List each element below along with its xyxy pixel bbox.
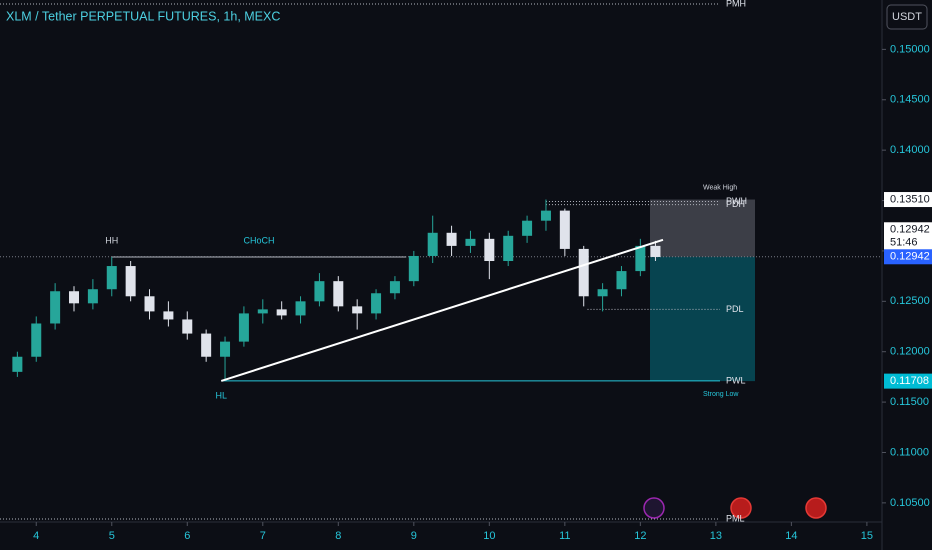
candle-body — [578, 248, 589, 297]
candle-body — [503, 235, 514, 262]
x-tick-label: 4 — [33, 530, 39, 542]
hl-label: HL — [215, 390, 227, 400]
y-tick-label: 0.14000 — [890, 144, 930, 156]
candle-body — [427, 232, 438, 256]
candle-body — [465, 238, 476, 246]
y-tick-label: 0.11500 — [890, 396, 929, 408]
price-tag — [884, 222, 932, 251]
price-tag-label: 0.12942 — [890, 224, 930, 236]
price-tag — [884, 373, 932, 389]
candle-body — [106, 266, 117, 290]
candle-body — [163, 311, 174, 320]
candle-body — [314, 281, 325, 302]
event-icon[interactable] — [730, 497, 752, 519]
event-icon[interactable] — [805, 497, 827, 519]
x-tick-label: 13 — [710, 530, 722, 542]
price-tag — [884, 249, 932, 265]
currency-button[interactable] — [886, 4, 928, 30]
candle-body — [220, 341, 231, 357]
candle-body — [371, 293, 382, 314]
price-tag-label: 0.13510 — [890, 193, 930, 205]
candle-body — [522, 220, 533, 236]
choch-label: CHoCH — [244, 235, 275, 245]
x-tick-label: 6 — [184, 530, 190, 542]
candle-body — [201, 333, 212, 357]
candle-body — [87, 289, 98, 304]
event-icon[interactable] — [643, 497, 665, 519]
strong-low-label: Strong Low — [703, 391, 739, 398]
candle-body — [352, 306, 363, 314]
price-tag — [884, 192, 932, 208]
trendline — [220, 238, 664, 382]
x-tick-label: 10 — [483, 530, 495, 542]
candle-body — [125, 266, 136, 297]
candle-body — [238, 313, 249, 342]
level-label: PWH — [726, 196, 747, 206]
candle-body — [408, 255, 419, 282]
level-label: PWL — [726, 375, 746, 385]
x-tick-label: 15 — [861, 530, 873, 542]
candle-body — [635, 245, 646, 272]
candle-body — [559, 210, 570, 249]
x-tick-label: 12 — [634, 530, 646, 542]
candle-body — [69, 291, 80, 304]
candle-body — [182, 319, 193, 334]
candle-body — [616, 271, 627, 290]
candle-body — [276, 309, 287, 316]
chart-title: XLM / Tether PERPETUAL FUTURES, 1h, MEXC — [6, 9, 280, 23]
candle-body — [484, 238, 495, 262]
price-tag-label: 0.12942 — [890, 251, 930, 263]
candle-body — [446, 232, 457, 246]
x-tick-label: 11 — [559, 530, 570, 542]
y-tick-label: 0.12500 — [890, 295, 930, 307]
level-label: PDH — [726, 199, 745, 209]
y-tick-label: 0.15000 — [890, 43, 930, 55]
currency-button-label[interactable]: USDT — [892, 11, 922, 23]
level-label: PMH — [726, 0, 746, 8]
candle-body — [295, 301, 306, 316]
candle-body — [50, 291, 61, 324]
level-label: PDL — [726, 304, 744, 314]
candle-body — [144, 296, 155, 312]
x-tick-label: 7 — [260, 530, 266, 542]
candle-body — [650, 245, 661, 257]
price-tag-label: 0.11708 — [890, 375, 929, 387]
hh-label: HH — [105, 235, 118, 245]
candle-body — [389, 281, 400, 294]
y-tick-label: 0.11000 — [890, 446, 929, 458]
y-tick-label: 0.12000 — [890, 346, 930, 358]
candle-body — [597, 289, 608, 297]
countdown: 51:46 — [890, 237, 918, 249]
x-tick-label: 5 — [109, 530, 115, 542]
candle-body — [333, 281, 344, 307]
premium-zone — [650, 199, 755, 257]
candle-body — [540, 210, 551, 221]
candle-body — [257, 309, 268, 314]
y-tick-label: 0.14500 — [890, 94, 930, 106]
x-tick-label: 9 — [411, 530, 417, 542]
candle-body — [12, 356, 23, 372]
candle-body — [31, 323, 42, 357]
discount-zone — [650, 256, 755, 382]
y-tick-label: 0.10500 — [890, 497, 930, 509]
weak-high-label: Weak High — [703, 184, 737, 191]
level-label: PML — [726, 513, 745, 523]
x-tick-label: 14 — [785, 530, 797, 542]
x-tick-label: 8 — [335, 530, 341, 542]
